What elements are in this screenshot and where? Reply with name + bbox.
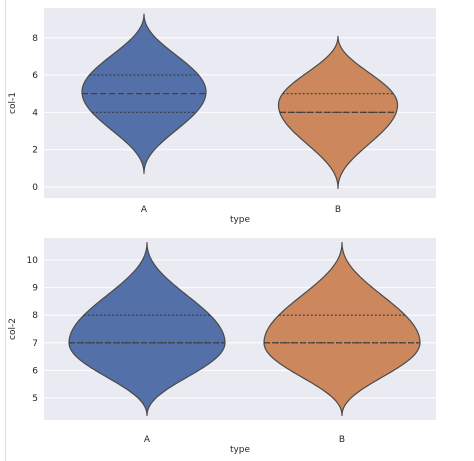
y-tick-label: 7: [32, 339, 38, 349]
y-tick-label: 4: [32, 108, 38, 118]
x-axis-title: type: [230, 445, 251, 455]
x-tick-label: B: [335, 205, 341, 215]
y-tick-label: 8: [32, 311, 38, 321]
y-axis-title: col-2: [8, 318, 18, 340]
y-tick-label: 10: [27, 256, 39, 266]
y-tick-label: 5: [32, 394, 38, 404]
violin-a: [81, 13, 207, 174]
violin-b: [263, 242, 421, 416]
y-tick-label: 6: [32, 366, 38, 376]
page-left-rule: [5, 0, 6, 461]
y-tick-label: 9: [32, 284, 38, 294]
y-tick-label: 2: [32, 146, 38, 156]
x-tick-label: A: [141, 205, 148, 215]
y-tick-label: 0: [32, 183, 38, 193]
y-axis-title: col-1: [8, 92, 18, 114]
x-axis-title: type: [230, 215, 251, 225]
x-tick-label: A: [144, 435, 151, 445]
y-tick-label: 8: [32, 34, 38, 44]
y-tick-label: 6: [32, 71, 38, 81]
violin-a: [68, 242, 226, 416]
x-tick-label: B: [339, 435, 345, 445]
